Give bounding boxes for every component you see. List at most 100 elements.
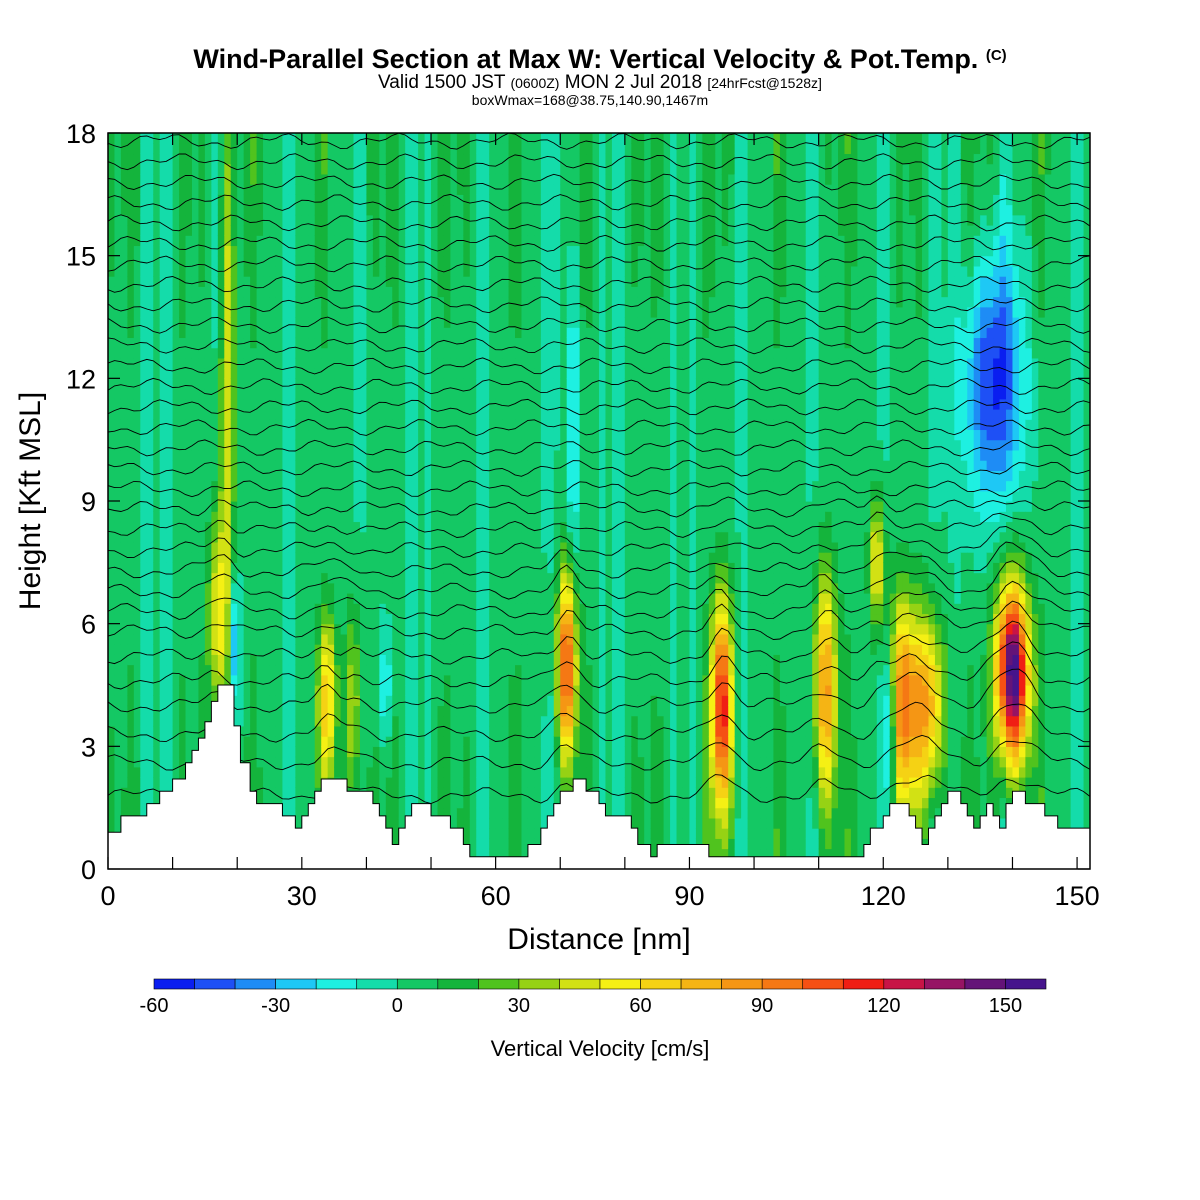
- field-cell: [334, 521, 342, 533]
- field-cell: [295, 797, 303, 809]
- field-cell: [469, 153, 477, 165]
- field-cell: [340, 756, 348, 768]
- field-cell: [179, 552, 187, 563]
- field-cell: [243, 378, 251, 390]
- field-cell: [372, 133, 380, 144]
- field-cell: [443, 705, 452, 717]
- field-cell: [489, 644, 497, 655]
- field-cell: [159, 766, 167, 778]
- field-cell: [250, 593, 258, 604]
- field-cell: [140, 725, 148, 737]
- field-cell: [120, 787, 128, 799]
- field-cell: [191, 511, 200, 523]
- field-cell: [191, 531, 200, 543]
- field-cell: [308, 194, 316, 206]
- field-cell: [250, 214, 258, 226]
- field-cell: [372, 265, 380, 277]
- field-cell: [140, 184, 148, 195]
- field-cell: [359, 623, 368, 635]
- field-cell: [463, 807, 471, 819]
- field-cell: [340, 501, 348, 512]
- field-cell: [372, 654, 380, 666]
- field-cell: [489, 153, 497, 165]
- field-cell: [108, 736, 116, 747]
- field-cell: [243, 603, 251, 615]
- field-cell: [482, 633, 490, 645]
- field-cell: [282, 644, 290, 655]
- field-cell: [482, 552, 490, 563]
- field-cell: [534, 439, 542, 451]
- field-cell: [515, 715, 523, 727]
- field-cell: [456, 357, 464, 369]
- field-cell: [405, 664, 413, 676]
- field-cell: [108, 623, 116, 635]
- field-cell: [172, 204, 180, 216]
- field-cell: [230, 163, 238, 175]
- field-cell: [392, 133, 400, 144]
- field-cell: [366, 490, 374, 502]
- field-cell: [534, 715, 542, 727]
- field-cell: [108, 235, 116, 247]
- field-cell: [237, 460, 245, 471]
- field-cell: [256, 153, 264, 165]
- field-cell: [282, 409, 290, 420]
- field-cell: [275, 429, 284, 441]
- field-cell: [108, 644, 116, 655]
- field-cell: [308, 777, 316, 788]
- field-cell: [392, 214, 400, 226]
- field-cell: [133, 306, 141, 318]
- field-cell: [379, 531, 387, 543]
- field-cell: [359, 153, 368, 165]
- field-cell: [476, 388, 484, 400]
- field-cell: [495, 807, 503, 819]
- field-cell: [353, 327, 361, 339]
- field-cell: [250, 654, 258, 666]
- field-cell: [527, 541, 535, 553]
- field-cell: [443, 306, 452, 318]
- field-cell: [379, 490, 387, 502]
- field-cell: [321, 664, 329, 676]
- field-cell: [159, 388, 167, 400]
- field-cell: [398, 388, 406, 400]
- field-cell: [133, 184, 141, 195]
- field-cell: [431, 204, 439, 216]
- field-cell: [489, 409, 497, 420]
- field-cell: [114, 204, 122, 216]
- field-cell: [424, 552, 432, 563]
- field-cell: [314, 245, 322, 257]
- field-cell: [456, 204, 464, 216]
- field-cell: [450, 746, 458, 758]
- field-cell: [153, 429, 161, 441]
- field-cell: [450, 194, 458, 206]
- field-cell: [321, 490, 329, 502]
- field-cell: [140, 439, 148, 451]
- field-cell: [379, 255, 387, 267]
- field-cell: [327, 490, 335, 502]
- field-cell: [256, 378, 264, 390]
- field-cell: [385, 460, 393, 471]
- field-cell: [204, 623, 212, 635]
- field-cell: [547, 695, 555, 707]
- field-cell: [437, 194, 445, 206]
- field-cell: [166, 633, 174, 645]
- field-cell: [217, 286, 225, 298]
- field-cell: [185, 623, 193, 635]
- field-cell: [146, 153, 154, 165]
- field-cell: [140, 265, 148, 277]
- field-cell: [269, 654, 277, 666]
- field-cell: [502, 715, 510, 727]
- field-cell: [359, 562, 368, 574]
- field-cell: [243, 133, 251, 144]
- field-cell: [256, 674, 264, 686]
- field-cell: [224, 480, 232, 492]
- field-cell: [437, 613, 445, 625]
- field-cell: [502, 409, 510, 420]
- field-cell: [179, 143, 187, 155]
- field-cell: [308, 265, 316, 277]
- field-cell: [146, 347, 154, 359]
- field-cell: [301, 501, 309, 512]
- field-cell: [443, 460, 452, 471]
- field-cell: [179, 460, 187, 471]
- field-cell: [159, 552, 167, 563]
- field-cell: [476, 674, 484, 686]
